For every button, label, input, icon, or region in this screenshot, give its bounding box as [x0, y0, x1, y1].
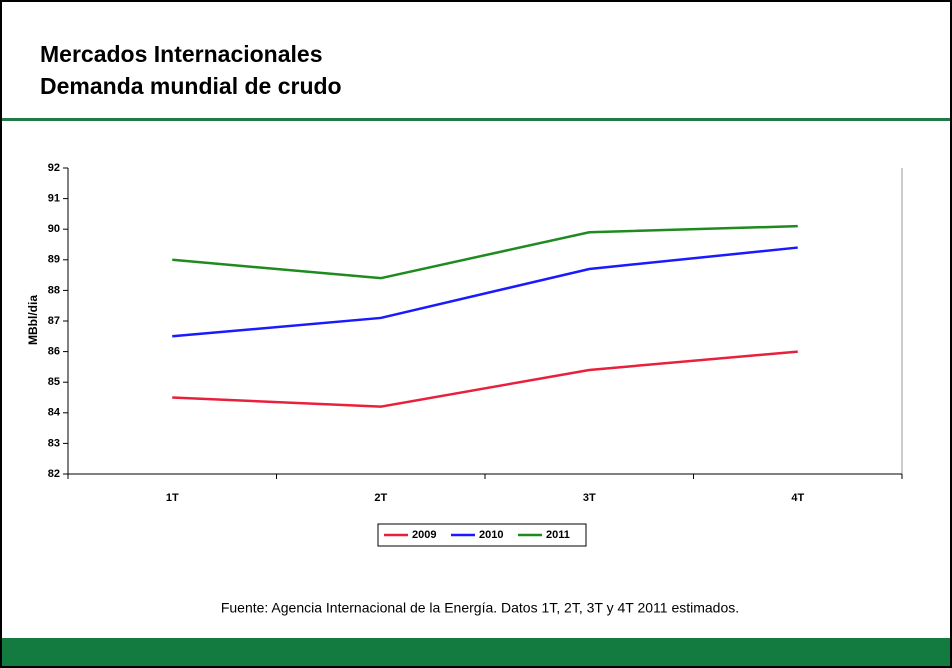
y-axis-label: MBbl/dia	[26, 295, 40, 345]
y-tick-label: 92	[48, 162, 60, 174]
series-line	[172, 224, 798, 280]
series-line	[172, 350, 798, 408]
legend-box	[377, 523, 587, 547]
series-line	[172, 246, 798, 338]
slide-title: Mercados Internacionales	[40, 41, 323, 67]
x-tick-label: 4T	[791, 492, 804, 504]
y-tick-label: 87	[48, 315, 60, 327]
y-tick-label: 88	[48, 284, 60, 296]
source-note: Fuente: Agencia Internacional de la Ener…	[221, 600, 739, 616]
slide-subtitle: Demanda mundial de crudo	[40, 73, 342, 99]
y-tick-label: 86	[48, 346, 60, 358]
x-tick-label: 3T	[583, 492, 596, 504]
y-tick-label: 90	[48, 223, 60, 235]
y-tick-label: 91	[48, 193, 60, 205]
y-tick-label: 89	[48, 254, 60, 266]
legend-label: 2009	[412, 529, 436, 541]
x-tick-label: 1T	[166, 492, 179, 504]
y-tick-label: 82	[48, 468, 60, 480]
footer-band	[2, 638, 950, 666]
y-tick-label: 83	[48, 437, 60, 449]
legend-label: 2011	[546, 529, 570, 541]
title-rule	[2, 118, 950, 121]
legend-label: 2010	[479, 529, 503, 541]
x-tick-label: 2T	[374, 492, 387, 504]
y-tick-label: 85	[48, 376, 60, 388]
y-tick-label: 84	[48, 407, 61, 419]
